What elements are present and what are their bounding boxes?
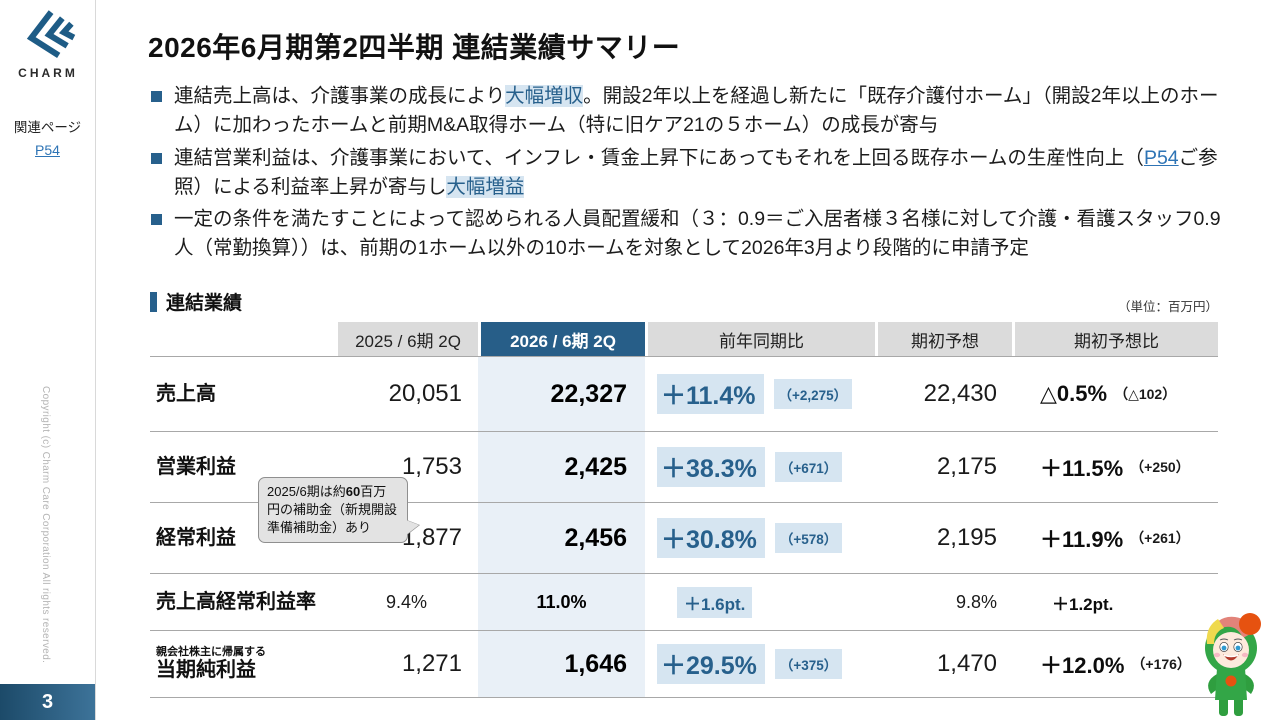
callout-tail <box>406 519 419 535</box>
yoy-diff: （+2,275） <box>773 379 853 409</box>
col-header-current-period: 2026 / 6期 2Q <box>478 322 645 356</box>
bullet-2-highlight: 大幅増益 <box>446 175 525 198</box>
results-table: 2025 / 6期 2Q 2026 / 6期 2Q 前年同期比 期初予想 期初予… <box>150 322 1218 698</box>
table-row-operating-profit: 営業利益 1,753 2,425 ＋38.3% （+671） 2,175 ＋11.… <box>150 431 1218 502</box>
yoy-percent: ＋30.8% <box>657 518 765 558</box>
table-row-ordinary-margin: 売上高経常利益率 9.4% 11.0% ＋1.6pt. 9.8% ＋1.2pt. <box>150 573 1218 630</box>
current-period-column-band <box>478 356 645 698</box>
value-forecast: 2,195 <box>936 524 997 551</box>
related-page-label: 関連ページ <box>13 120 82 135</box>
yoy-percent: ＋11.4% <box>657 374 764 414</box>
section-title: 連結業績 <box>166 293 243 314</box>
row-label: 経常利益 <box>156 526 236 549</box>
vs-forecast-percent: ＋11.5% <box>1040 456 1124 481</box>
vs-forecast-diff: （+176） <box>1131 656 1191 672</box>
vs-forecast-diff: （△102） <box>1114 386 1177 402</box>
vs-forecast-percent: ＋11.9% <box>1040 527 1124 552</box>
value-prev: 1,753 <box>401 453 462 480</box>
bullet-2-text-2: ご参照）による利益率上昇が寄与し <box>174 146 1218 198</box>
col-header-vs-forecast: 期初予想比 <box>1012 322 1218 356</box>
value-current: 11.0% <box>536 591 587 612</box>
copyright-text: Copyright (c) Charm Care Corporation All… <box>40 386 51 664</box>
yoy-diff: （+578） <box>774 523 843 553</box>
page-title: 2026年6月期第2四半期 連結業績サマリー <box>148 32 681 63</box>
bullet-1-text-2: 。開設2年以上を経過し新たに「既存介護付ホーム」（開設2年以上のホーム）に加わっ… <box>174 85 1219 137</box>
value-forecast: 22,430 <box>923 380 997 407</box>
brand-name: CHARM <box>18 66 78 80</box>
yoy-percent: ＋38.3% <box>657 447 765 487</box>
bullet-3-text: 一定の条件を満たすことによって認められる人員配置緩和（３：0.9＝ご入居者様３名… <box>174 208 1221 260</box>
page-number: 3 <box>0 684 95 720</box>
yoy-diff: （+671） <box>774 452 843 482</box>
value-forecast: 9.8% <box>955 591 997 612</box>
row-label: 当期純利益 <box>156 659 256 682</box>
vs-forecast-diff: （+250） <box>1130 459 1190 475</box>
callout-text-2: 百万円の補助金（新規開設準備補助金）あり <box>267 484 398 535</box>
col-header-yoy: 前年同期比 <box>645 322 875 356</box>
vs-forecast-diff: （+261） <box>1130 530 1190 546</box>
company-logo: CHARM <box>17 10 79 80</box>
charm-logo-icon <box>19 10 77 64</box>
callout-bold-value: 60 <box>345 484 361 499</box>
table-section-header: 連結業績 （単位：百万円） <box>150 288 1218 315</box>
bullet-1-highlight: 大幅増収 <box>505 85 584 107</box>
unit-label: （単位：百万円） <box>1117 300 1218 314</box>
value-forecast: 1,470 <box>936 650 997 677</box>
bullet-square-icon <box>151 152 162 164</box>
row-label: 売上高経常利益率 <box>156 590 316 613</box>
value-prev: 1,271 <box>401 650 462 677</box>
section-title-group: 連結業績 <box>150 288 242 315</box>
vs-forecast-percent: ＋1.2pt. <box>1052 594 1114 614</box>
col-header-prev-period: 2025 / 6期 2Q <box>335 322 478 356</box>
table-row-ordinary-profit: 経常利益 1,877 2,456 ＋30.8% （+578） 2,195 ＋11.… <box>150 502 1218 573</box>
bullet-item-1: 連結売上高は、介護事業の成長により大幅増収。開設2年以上を経過し新たに「既存介護… <box>150 82 1226 141</box>
row-label-note: 親会社株主に帰属する <box>156 645 266 658</box>
table-row-sales: 売上高 20,051 22,327 ＋11.4% （+2,275） 22,430 … <box>150 356 1218 431</box>
subsidy-callout: 2025/6期は約60百万円の補助金（新規開設準備補助金）あり <box>258 477 419 543</box>
callout-text: 2025/6期は約 <box>267 484 346 499</box>
col-header-forecast: 期初予想 <box>875 322 1012 356</box>
table-row-net-profit: 親会社株主に帰属する 当期純利益 1,271 1,646 ＋29.5% （+375）… <box>150 630 1218 698</box>
bullet-square-icon <box>151 214 162 225</box>
bullet-square-icon <box>151 91 162 102</box>
row-label: 売上高 <box>156 382 216 405</box>
section-bar-icon <box>150 291 157 312</box>
yoy-percent: ＋29.5% <box>657 644 765 684</box>
value-current: 2,425 <box>564 452 627 481</box>
table-header-row: 2025 / 6期 2Q 2026 / 6期 2Q 前年同期比 期初予想 期初予… <box>150 322 1218 356</box>
yoy-diff: （+375） <box>774 649 843 679</box>
value-prev: 20,051 <box>388 380 462 407</box>
charm-mascot-icon <box>1197 610 1265 720</box>
bullet-1-text: 連結売上高は、介護事業の成長により <box>174 85 506 107</box>
sidebar-divider <box>95 0 96 720</box>
related-page-block: 関連ページ P54 <box>0 116 95 158</box>
row-label: 営業利益 <box>156 455 236 478</box>
summary-bullets: 連結売上高は、介護事業の成長により大幅増収。開設2年以上を経過し新たに「既存介護… <box>150 82 1226 267</box>
value-current: 22,327 <box>550 379 627 408</box>
value-forecast: 2,175 <box>936 453 997 480</box>
bullet-item-3: 一定の条件を満たすことによって認められる人員配置緩和（３：0.9＝ご入居者様３名… <box>150 205 1226 264</box>
bullet-item-2: 連結営業利益は、介護事業において、インフレ・賃金上昇下にあってもそれを上回る既存… <box>150 144 1226 203</box>
vs-forecast-percent: △0.5% <box>1040 381 1108 406</box>
table-corner-cell <box>150 322 335 356</box>
bullet-2-p54-link[interactable]: P54 <box>1143 146 1179 169</box>
bullet-2-text: 連結営業利益は、介護事業において、インフレ・賃金上昇下にあってもそれを上回る既存… <box>174 146 1144 169</box>
value-current: 2,456 <box>564 523 627 552</box>
vs-forecast-percent: ＋12.0% <box>1040 653 1125 678</box>
value-current: 1,646 <box>564 649 627 678</box>
yoy-percent: ＋1.6pt. <box>677 586 753 618</box>
value-prev: 9.4% <box>385 591 428 612</box>
related-page-link[interactable]: P54 <box>35 142 60 158</box>
